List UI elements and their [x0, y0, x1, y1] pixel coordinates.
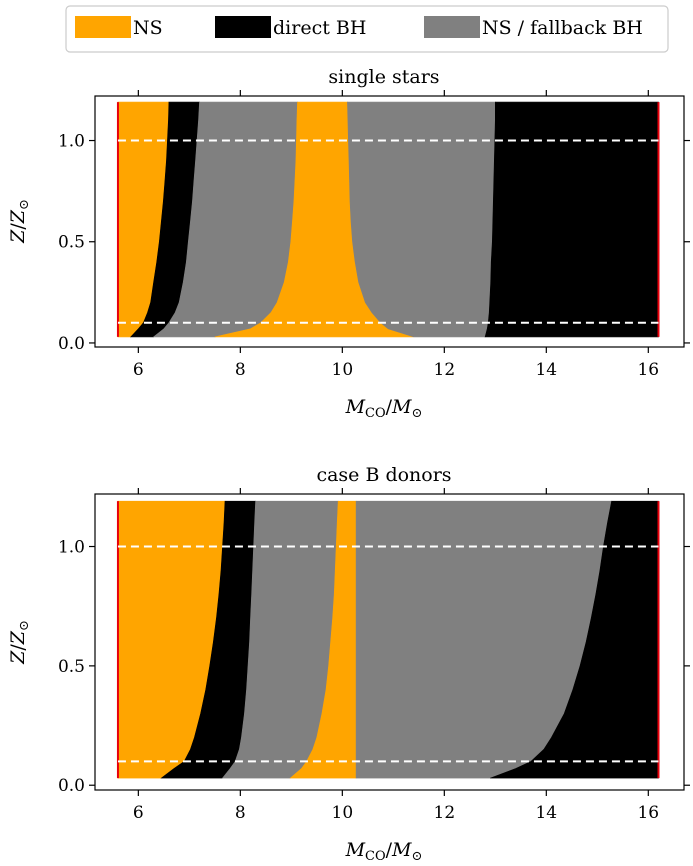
legend-label-fallback-bh: NS / fallback BH	[482, 17, 643, 39]
y-tick-label: 0.0	[58, 334, 85, 354]
legend-label-ns: NS	[133, 17, 163, 39]
region-fallback-bh-high	[347, 101, 496, 338]
x-tick-label: 14	[535, 803, 557, 823]
y-tick-label: 0.5	[58, 233, 85, 253]
y-ticks: 0.0 0.5 1.0	[58, 132, 690, 354]
y-tick-label: 1.0	[58, 132, 85, 152]
y-tick-label: 0.0	[58, 776, 85, 796]
x-tick-label: 6	[133, 803, 144, 823]
x-axis-title: MCO/M⊙	[345, 839, 423, 864]
x-tick-label: 14	[535, 360, 557, 380]
x-ticks: 6 8 10 12 14 16	[133, 90, 659, 380]
panel-single-stars: single stars 6 8 10 12 14 16 0.0 0.5 1.0 MCO/M⊙…	[7, 66, 690, 421]
legend-swatch-ns	[75, 16, 131, 38]
plot-area	[116, 101, 660, 338]
panel-title-case-b-donors: case B donors	[316, 464, 451, 486]
x-tick-label: 8	[235, 803, 246, 823]
y-axis-title: Z/Z⊙	[7, 620, 32, 665]
panel-title-single-stars: single stars	[328, 66, 439, 88]
x-tick-label: 8	[235, 360, 246, 380]
x-axis-title: MCO/M⊙	[345, 396, 423, 421]
x-tick-label: 12	[434, 803, 456, 823]
legend-swatch-direct-bh	[215, 16, 271, 38]
x-tick-label: 6	[133, 360, 144, 380]
x-tick-label: 16	[637, 360, 659, 380]
legend: NS direct BH NS / fallback BH	[65, 5, 669, 53]
plot-area	[116, 500, 660, 779]
y-ticks: 0.0 0.5 1.0	[58, 538, 690, 796]
region-direct-bh-high	[484, 101, 659, 338]
legend-swatch-fallback-bh	[424, 16, 480, 38]
y-tick-label: 0.5	[58, 657, 85, 677]
panel-case-b-donors: case B donors 6 8 10 12 14 16 0.0 0.5 1.0 MCO/M…	[7, 464, 690, 864]
axes-frame	[94, 95, 685, 348]
x-tick-label: 10	[332, 360, 354, 380]
x-tick-label: 10	[332, 803, 354, 823]
x-ticks: 6 8 10 12 14 16	[133, 488, 659, 823]
x-tick-label: 12	[434, 360, 456, 380]
y-axis-title: Z/Z⊙	[7, 199, 32, 244]
axes-frame	[94, 493, 685, 791]
legend-label-direct-bh: direct BH	[273, 17, 366, 39]
y-tick-label: 1.0	[58, 538, 85, 558]
x-tick-label: 16	[637, 803, 659, 823]
